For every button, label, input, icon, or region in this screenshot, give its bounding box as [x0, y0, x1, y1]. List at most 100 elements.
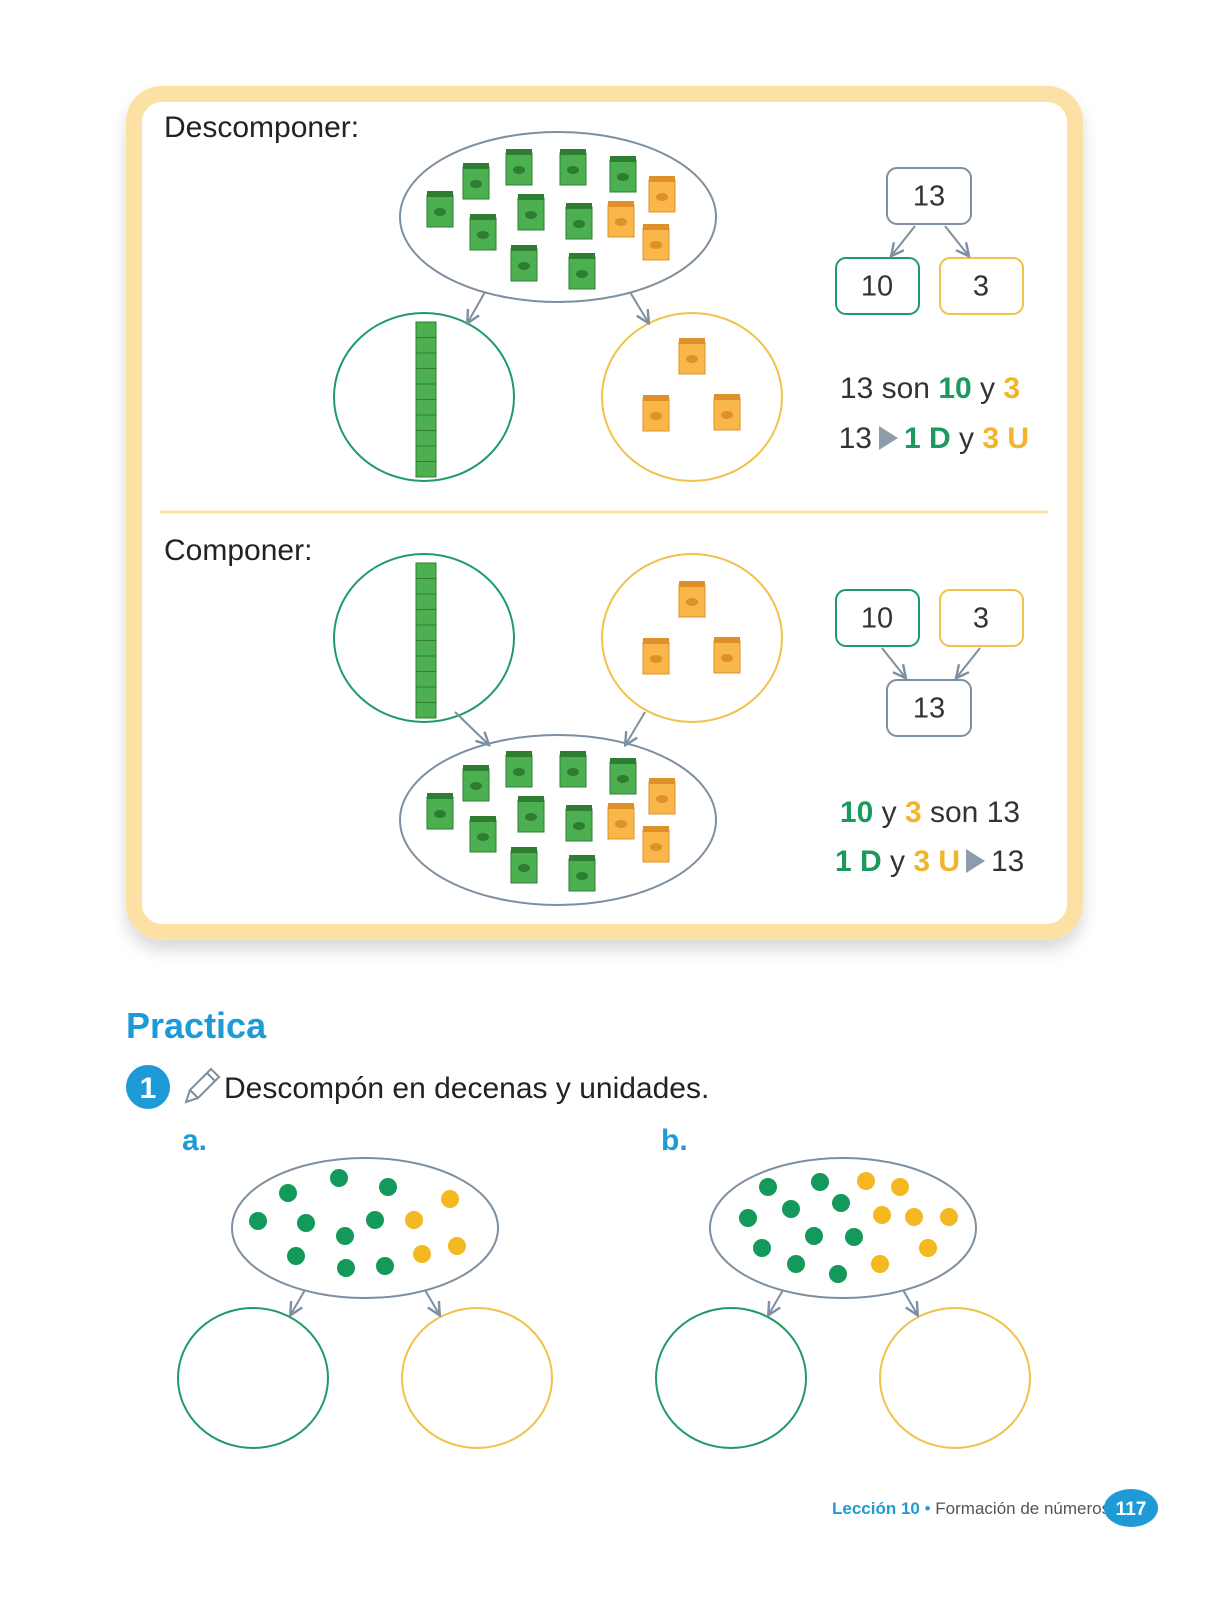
cube-hole	[470, 782, 482, 790]
yellow-dot	[940, 1208, 958, 1226]
arrow	[424, 1289, 439, 1314]
sentence-part: y	[890, 845, 905, 878]
cube-hole	[656, 193, 668, 201]
cube-top	[643, 826, 669, 832]
sentence: 1 D y 3 U	[904, 422, 1029, 455]
section-title: Descomponer:	[164, 111, 359, 144]
number-box	[835, 257, 920, 315]
unit-cube	[642, 826, 670, 863]
sentence-part: 10	[840, 796, 873, 829]
box-number: 13	[913, 181, 945, 213]
cube-hole	[470, 180, 482, 188]
number-box	[886, 679, 972, 737]
green-dot	[829, 1265, 847, 1283]
separator: •	[925, 1499, 931, 1518]
cube-top	[608, 201, 634, 207]
cube-hole	[721, 411, 733, 419]
cube-hole	[477, 833, 489, 841]
unit-cube	[565, 805, 593, 842]
units-circle	[879, 1307, 1031, 1449]
cube-hole	[434, 810, 446, 818]
cube-hole	[573, 822, 585, 830]
green-dot	[287, 1247, 305, 1265]
instruction: Descompón en decenas y unidades.	[224, 1072, 709, 1105]
unit-cube	[565, 203, 593, 240]
yellow-dot	[857, 1172, 875, 1190]
yellow-dot	[871, 1255, 889, 1273]
unit-cube	[510, 847, 538, 884]
sentence-part: 3	[1003, 372, 1020, 405]
cube-top	[511, 245, 537, 251]
green-dot	[782, 1200, 800, 1218]
unit-cube	[426, 191, 454, 228]
box-number: 10	[861, 603, 893, 635]
yellow-dot	[413, 1245, 431, 1263]
cube-hole	[477, 231, 489, 239]
box-number: 3	[973, 271, 989, 303]
cube-body	[642, 398, 670, 432]
sentence-part: 3	[905, 796, 922, 829]
cube-top	[643, 395, 669, 401]
yellow-dot	[441, 1190, 459, 1208]
footer: Lección 10 • Formación de números	[832, 1499, 1110, 1518]
cube-top	[566, 203, 592, 209]
ten-rod	[415, 562, 437, 719]
section-title: Componer:	[164, 534, 312, 567]
number-box	[886, 167, 972, 225]
cube-top	[506, 149, 532, 155]
unit-cube	[713, 637, 741, 674]
cube-top	[569, 253, 595, 259]
group-oval	[231, 1157, 499, 1299]
unit-cube	[607, 201, 635, 238]
unit-cube	[469, 816, 497, 853]
number-box	[835, 589, 920, 647]
tens-circle	[655, 1307, 807, 1449]
green-dot	[845, 1228, 863, 1246]
tens-circle	[333, 553, 515, 723]
unit-cube	[559, 149, 587, 186]
tens-circle	[333, 312, 515, 482]
cube-top	[470, 816, 496, 822]
cube-top	[506, 751, 532, 757]
unit-cube	[648, 176, 676, 213]
unit-cube	[568, 253, 596, 290]
green-dot	[336, 1227, 354, 1245]
unit-cube	[607, 803, 635, 840]
yellow-dot	[448, 1237, 466, 1255]
group-oval	[399, 734, 717, 906]
unit-cube	[517, 194, 545, 231]
cube-top	[569, 855, 595, 861]
topic: Formación de números	[935, 1499, 1110, 1518]
cube-hole	[615, 820, 627, 828]
pencil-icon	[184, 1067, 221, 1104]
sentence: 13 son 10 y 3	[840, 372, 1020, 405]
arrow	[881, 647, 905, 677]
unit-cube	[462, 163, 490, 200]
green-dot	[759, 1178, 777, 1196]
green-dot	[787, 1255, 805, 1273]
green-dot	[739, 1209, 757, 1227]
cube-top	[610, 156, 636, 162]
green-dot	[811, 1173, 829, 1191]
green-dot	[297, 1214, 315, 1232]
cube-hole	[518, 262, 530, 270]
yellow-dot	[891, 1178, 909, 1196]
cube-top	[463, 163, 489, 169]
cube-hole	[617, 775, 629, 783]
cube-hole	[434, 208, 446, 216]
group-oval	[399, 131, 717, 303]
sentence-part: 3 U	[982, 422, 1029, 455]
units-circle	[601, 312, 783, 482]
cube-top	[463, 765, 489, 771]
green-dot	[366, 1211, 384, 1229]
sentence-part: son 13	[930, 796, 1020, 829]
cube-hole	[525, 813, 537, 821]
sentence-part: 3 U	[913, 845, 960, 878]
cube-hole	[567, 768, 579, 776]
sentence-part: y	[882, 796, 897, 829]
arrow-triangle	[879, 426, 898, 450]
cube-hole	[656, 795, 668, 803]
cube-hole	[518, 864, 530, 872]
unit-cube	[505, 149, 533, 186]
cube-hole	[576, 270, 588, 278]
